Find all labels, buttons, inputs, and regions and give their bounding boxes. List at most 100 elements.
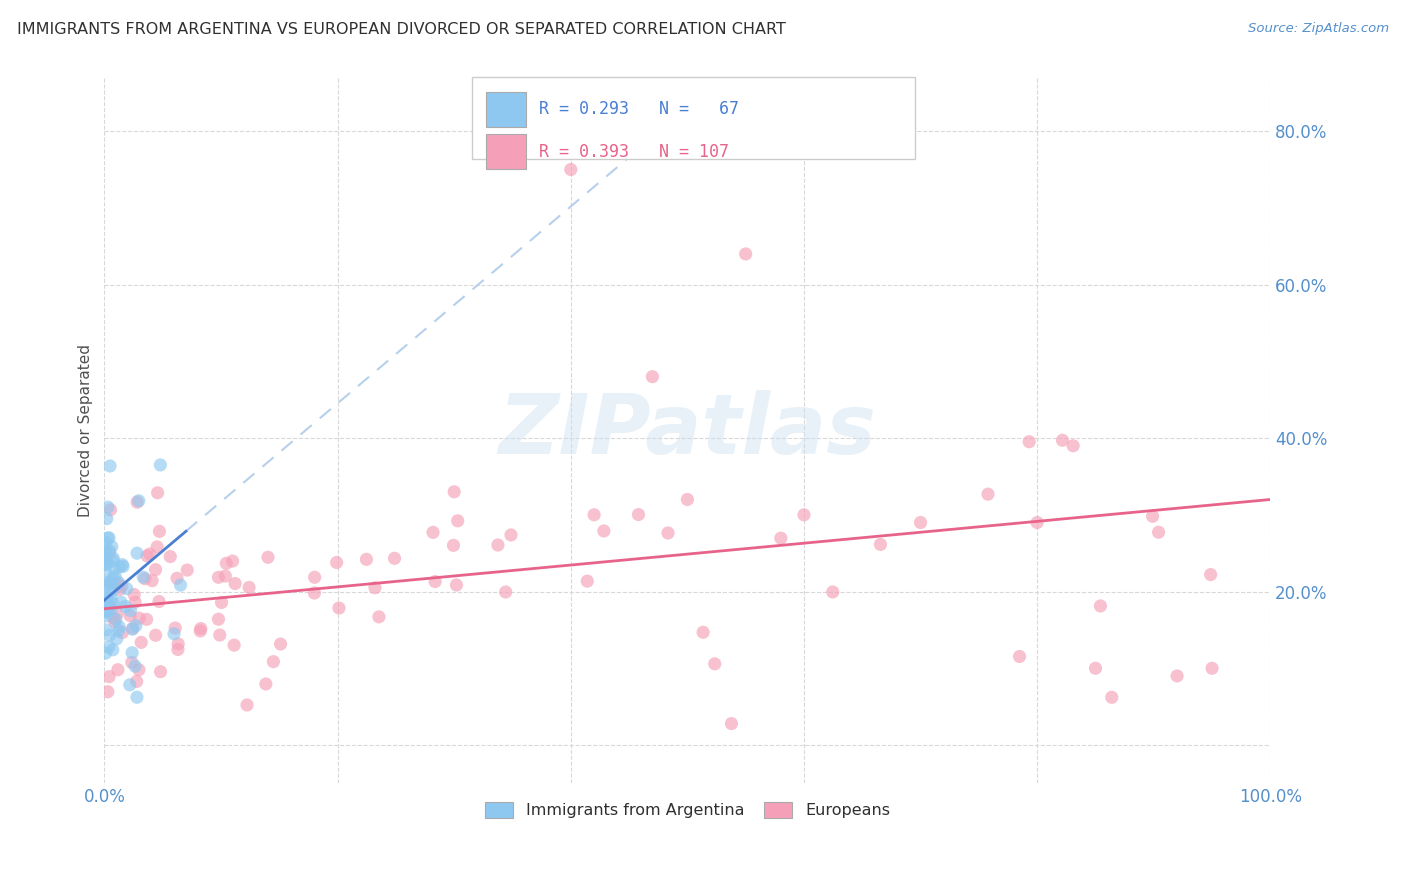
Point: [148, 524, 170, 539]
Point: [122, 588, 145, 602]
Point: [121, 622, 143, 636]
Point: [869, 537, 891, 551]
Point: [96, 599, 118, 614]
Point: [108, 582, 131, 597]
Point: [576, 574, 599, 588]
Point: [167, 642, 190, 657]
Point: [104, 569, 127, 583]
Point: [149, 458, 172, 472]
Text: R = 0.293   N =   67: R = 0.293 N = 67: [540, 100, 740, 119]
Point: [94, 605, 117, 619]
Point: [96, 623, 118, 637]
Point: [98, 458, 121, 473]
Point: [166, 571, 188, 585]
Point: [94, 554, 117, 568]
Point: [101, 643, 124, 657]
Point: [224, 576, 246, 591]
Point: [422, 525, 444, 540]
Point: [641, 369, 664, 384]
Point: [112, 559, 135, 574]
Point: [111, 558, 134, 572]
Point: [125, 690, 148, 705]
Point: [96, 600, 118, 615]
Point: [328, 601, 350, 615]
Point: [97, 500, 120, 515]
Point: [1008, 649, 1031, 664]
Point: [1201, 661, 1223, 675]
Point: [107, 576, 129, 591]
Point: [325, 556, 347, 570]
Point: [101, 596, 124, 610]
Point: [125, 618, 148, 632]
Point: [165, 621, 187, 635]
Point: [101, 571, 124, 585]
Point: [1018, 434, 1040, 449]
Point: [111, 579, 134, 593]
Point: [257, 550, 280, 565]
Point: [127, 495, 149, 509]
Point: [96, 604, 118, 618]
Point: [167, 637, 190, 651]
Point: [190, 622, 212, 636]
Point: [103, 563, 125, 577]
Point: [121, 621, 143, 635]
Point: [148, 594, 170, 608]
Text: IMMIGRANTS FROM ARGENTINA VS EUROPEAN DIVORCED OR SEPARATED CORRELATION CHART: IMMIGRANTS FROM ARGENTINA VS EUROPEAN DI…: [17, 22, 786, 37]
Point: [97, 640, 120, 654]
Point: [627, 508, 650, 522]
Point: [188, 624, 211, 638]
Point: [384, 551, 406, 566]
Point: [215, 556, 238, 570]
Point: [100, 602, 122, 616]
Point: [98, 531, 121, 545]
Point: [101, 611, 124, 625]
Point: [124, 659, 146, 673]
Point: [486, 538, 509, 552]
Point: [657, 526, 679, 541]
Point: [146, 540, 169, 554]
Point: [139, 547, 162, 561]
Point: [97, 591, 120, 606]
Point: [207, 570, 229, 584]
Point: [145, 628, 167, 642]
Point: [108, 559, 131, 574]
Point: [734, 247, 756, 261]
Point: [159, 549, 181, 564]
Point: [128, 493, 150, 508]
Point: [703, 657, 725, 671]
Point: [97, 575, 120, 590]
Point: [100, 540, 122, 554]
Point: [977, 487, 1000, 501]
Point: [583, 508, 606, 522]
Point: [236, 698, 259, 712]
Point: [1142, 509, 1164, 524]
Point: [1026, 516, 1049, 530]
Point: [221, 554, 243, 568]
Point: [94, 558, 117, 572]
Point: [118, 608, 141, 623]
Point: [96, 604, 118, 618]
Point: [107, 624, 129, 638]
Y-axis label: Divorced or Separated: Divorced or Separated: [79, 344, 93, 516]
Point: [104, 615, 127, 629]
Point: [129, 635, 152, 649]
Text: R = 0.393   N = 107: R = 0.393 N = 107: [540, 143, 730, 161]
Point: [495, 585, 517, 599]
Point: [97, 597, 120, 611]
Point: [108, 620, 131, 634]
Point: [176, 563, 198, 577]
Point: [364, 581, 387, 595]
Point: [125, 546, 148, 560]
Point: [103, 551, 125, 566]
Point: [107, 663, 129, 677]
Point: [134, 572, 156, 586]
Point: [97, 557, 120, 571]
Point: [163, 627, 186, 641]
Point: [149, 665, 172, 679]
Point: [211, 595, 233, 609]
Point: [238, 581, 260, 595]
Point: [1084, 661, 1107, 675]
Point: [101, 583, 124, 598]
Point: [304, 570, 326, 584]
Point: [125, 674, 148, 689]
